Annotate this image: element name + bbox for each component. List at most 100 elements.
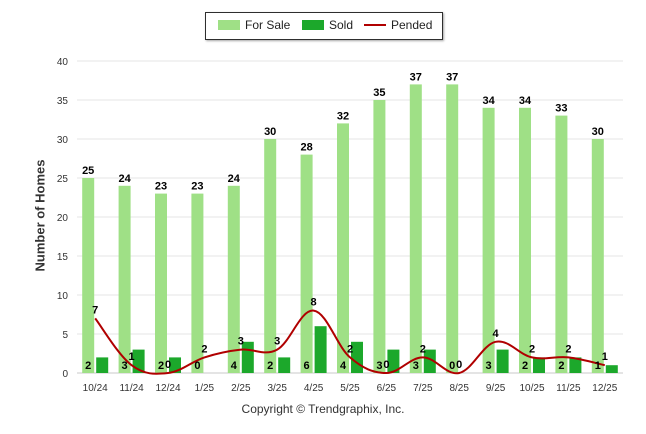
y-tick-label: 10 xyxy=(57,291,69,302)
for-sale-bar xyxy=(409,84,422,374)
sold-bar xyxy=(533,357,545,373)
for-sale-value-label: 37 xyxy=(446,71,458,83)
pended-line xyxy=(94,309,606,375)
sold-bar xyxy=(278,357,291,373)
legend-label-for-sale: For Sale xyxy=(245,18,291,32)
x-tick-label: 7/25 xyxy=(413,383,433,394)
x-tick-label: 10/24 xyxy=(83,383,108,394)
sold-bar xyxy=(496,349,509,373)
for-sale-value-label: 34 xyxy=(519,95,532,107)
legend-item-pended[interactable]: Pended xyxy=(364,18,432,32)
for-sale-bar xyxy=(591,139,604,373)
for-sale-bar xyxy=(264,139,277,373)
sold-value-label: 4 xyxy=(340,360,347,372)
for-sale-value-label: 32 xyxy=(337,110,349,122)
sold-value-label: 2 xyxy=(158,360,164,372)
x-tick-label: 6/25 xyxy=(377,383,397,394)
y-tick-label: 20 xyxy=(57,213,69,224)
pended-value-label: 2 xyxy=(565,343,571,355)
sold-value-label: 2 xyxy=(267,360,273,372)
y-tick-label: 35 xyxy=(57,96,69,107)
pended-value-label: 4 xyxy=(493,328,500,340)
for-sale-value-label: 33 xyxy=(555,103,567,115)
for-sale-value-label: 34 xyxy=(482,95,495,107)
for-sale-bar xyxy=(155,193,167,373)
for-sale-bar xyxy=(337,123,349,374)
x-tick-label: 9/25 xyxy=(486,383,506,394)
pended-value-label: 0 xyxy=(456,359,462,371)
copyright-text: Copyright © Trendgraphix, Inc. xyxy=(241,402,405,416)
for-sale-swatch xyxy=(218,20,240,30)
y-tick-label: 40 xyxy=(57,57,69,68)
pended-value-label: 7 xyxy=(92,304,98,316)
x-tick-label: 2/25 xyxy=(231,383,251,394)
for-sale-value-label: 23 xyxy=(155,181,167,193)
for-sale-bar xyxy=(555,115,568,373)
for-sale-value-label: 37 xyxy=(410,71,422,83)
pended-value-label: 1 xyxy=(602,351,608,363)
for-sale-value-label: 23 xyxy=(191,181,203,193)
for-sale-value-label: 35 xyxy=(373,87,385,99)
for-sale-bar xyxy=(373,100,386,373)
legend-item-for-sale[interactable]: For Sale xyxy=(218,18,290,32)
for-sale-bar xyxy=(482,107,495,374)
x-tick-label: 10/25 xyxy=(519,383,544,394)
sold-bar xyxy=(314,326,327,373)
pended-value-label: 3 xyxy=(238,336,244,348)
pended-value-label: 1 xyxy=(129,351,135,363)
x-tick-label: 5/25 xyxy=(340,383,360,394)
sold-value-label: 3 xyxy=(122,360,128,372)
sold-value-label: 0 xyxy=(449,360,455,372)
pended-value-label: 3 xyxy=(274,336,280,348)
pended-value-label: 2 xyxy=(201,343,207,355)
sold-value-label: 2 xyxy=(558,360,564,372)
sold-value-label: 3 xyxy=(486,360,492,372)
sold-value-label: 3 xyxy=(413,360,419,372)
for-sale-bar xyxy=(191,193,204,373)
x-tick-label: 3/25 xyxy=(267,383,287,394)
y-tick-label: 5 xyxy=(62,330,68,341)
legend-label-sold: Sold xyxy=(329,18,354,32)
for-sale-value-label: 30 xyxy=(592,126,604,138)
pended-value-label: 2 xyxy=(420,343,426,355)
x-tick-label: 12/24 xyxy=(155,383,180,394)
for-sale-value-label: 24 xyxy=(228,173,241,185)
sold-value-label: 2 xyxy=(85,360,91,372)
pended-value-label: 2 xyxy=(347,343,353,355)
sold-bar xyxy=(569,357,582,373)
pended-value-label: 0 xyxy=(165,359,171,371)
pended-value-label: 2 xyxy=(529,343,535,355)
sold-value-label: 0 xyxy=(194,360,200,372)
x-tick-label: 4/25 xyxy=(304,383,324,394)
for-sale-value-label: 25 xyxy=(82,165,94,177)
pended-swatch xyxy=(364,24,386,26)
x-tick-label: 8/25 xyxy=(449,383,469,394)
legend-label-pended: Pended xyxy=(391,18,433,32)
sold-bar xyxy=(387,349,400,373)
sold-value-label: 3 xyxy=(376,360,382,372)
sold-bar xyxy=(423,349,436,373)
for-sale-value-label: 28 xyxy=(300,142,312,154)
sold-value-label: 4 xyxy=(231,360,238,372)
for-sale-bar xyxy=(227,185,240,373)
sold-swatch xyxy=(302,20,324,30)
x-tick-label: 12/25 xyxy=(592,383,617,394)
x-tick-label: 11/25 xyxy=(556,383,581,394)
legend: For Sale Sold Pended xyxy=(205,12,443,40)
for-sale-value-label: 24 xyxy=(118,173,131,185)
sold-value-label: 2 xyxy=(522,360,528,372)
sold-value-label: 6 xyxy=(304,360,310,372)
pended-value-label: 8 xyxy=(311,297,317,309)
y-tick-label: 15 xyxy=(57,252,69,263)
for-sale-bar xyxy=(118,185,131,373)
for-sale-bar xyxy=(446,84,459,374)
y-tick-label: 0 xyxy=(62,369,68,380)
for-sale-bar xyxy=(300,154,313,373)
pended-value-label: 0 xyxy=(383,359,389,371)
y-tick-label: 30 xyxy=(57,135,69,146)
sold-bar xyxy=(605,365,618,373)
sold-value-label: 1 xyxy=(595,360,601,372)
for-sale-bar xyxy=(519,107,531,374)
legend-item-sold[interactable]: Sold xyxy=(302,18,353,32)
